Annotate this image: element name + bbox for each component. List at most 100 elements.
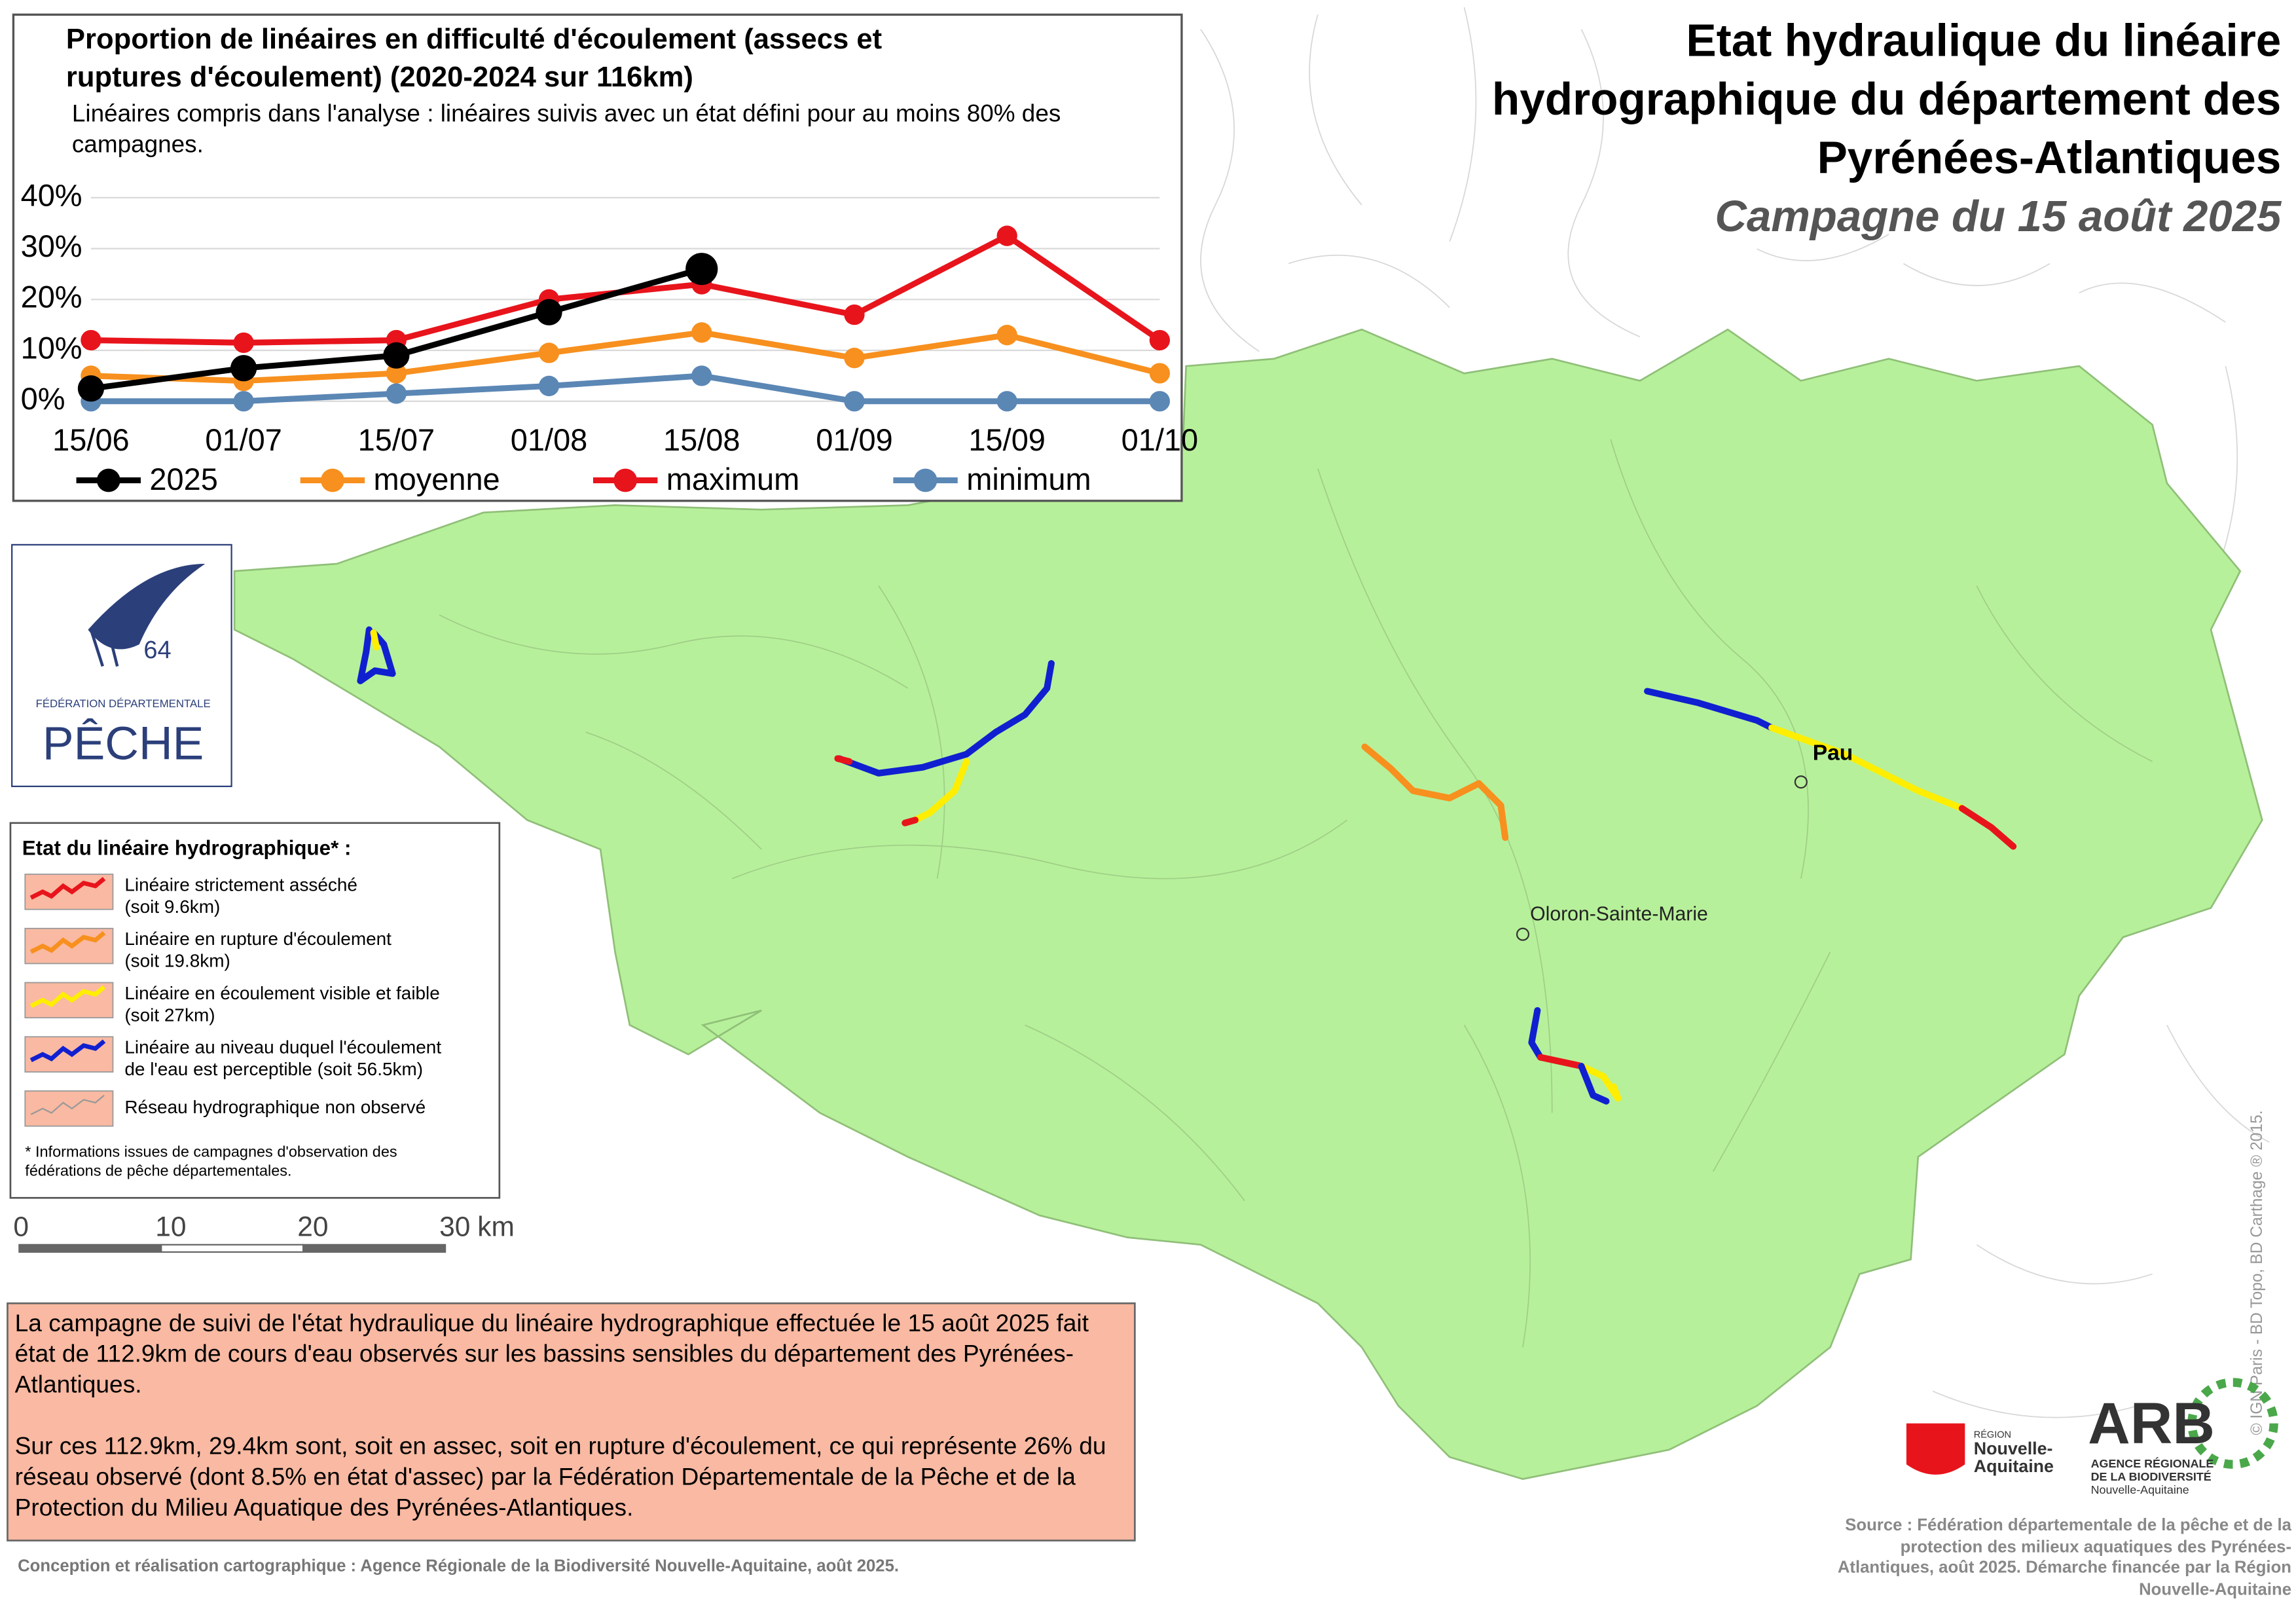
region-logo-label: RÉGION: [1974, 1429, 2011, 1440]
data-point: [685, 253, 718, 286]
river-segment: [1528, 1006, 1544, 1061]
arb-logo-caption: DE LA BIODIVERSITÉ: [2091, 1469, 2212, 1483]
river-segment: [1361, 743, 1509, 841]
river-segment: [370, 629, 380, 651]
summary-box: [7, 1302, 1136, 1541]
legend-note: * Informations issues de campagnes d'obs…: [25, 1143, 397, 1181]
source-text: Source : Fédération départementale de la…: [1837, 1517, 2292, 1598]
data-point: [233, 332, 254, 354]
river-segment: [834, 755, 853, 765]
river-segment: [1644, 688, 1776, 731]
scale-tick-label: 10: [155, 1211, 186, 1242]
peche-logo-number: 64: [143, 637, 171, 664]
legend-swatch-line: [29, 877, 106, 900]
legend-label: maximum: [666, 462, 799, 496]
credits: Conception et réalisation cartographique…: [18, 1557, 899, 1576]
scale-segment: [302, 1244, 446, 1253]
legend-detail: (soit 19.8km): [124, 951, 230, 971]
data-point: [538, 375, 560, 397]
data-point: [538, 342, 560, 363]
legend-swatch-line: [29, 931, 106, 954]
legend-title: Etat du linéaire hydrographique* :: [22, 836, 352, 859]
summary-paragraph: La campagne de suivi de l'état hydrauliq…: [14, 1309, 1089, 1399]
legend-marker: [613, 468, 638, 492]
scale-tick-label: 30: [439, 1211, 470, 1242]
series-line: [90, 373, 1160, 405]
legend-swatch-line: [29, 985, 106, 1008]
scale-segment: [18, 1244, 162, 1253]
legend-marker: [321, 468, 344, 492]
region-logo-shield: [1906, 1423, 1965, 1475]
y-tick-label: 10%: [21, 330, 82, 365]
data-point: [844, 391, 865, 412]
source-box: Source : Fédération départementale de la…: [1837, 1517, 2292, 1598]
data-point: [386, 363, 407, 384]
x-tick-label: 01/09: [816, 422, 893, 457]
data-point: [1149, 329, 1171, 351]
data-point: [230, 355, 257, 382]
peche-logo-frame: [11, 544, 232, 787]
map-title-line: Pyrénées-Atlantiques: [1817, 132, 2282, 183]
peche-logo-caption: FÉDÉRATION DÉPARTEMENTALE: [36, 697, 211, 710]
x-tick-label: 15/07: [358, 422, 435, 457]
legend-detail: de l'eau est perceptible (soit 56.5km): [124, 1059, 423, 1079]
river-segment: [357, 626, 396, 684]
y-tick-label: 30%: [21, 229, 82, 263]
river-segment: [1768, 724, 1965, 812]
y-tick-label: 20%: [21, 280, 82, 314]
region-logo-label: Aquitaine: [1974, 1456, 2054, 1476]
legend-label: moyenne: [374, 462, 500, 496]
river-segment: [1537, 1054, 1585, 1070]
summary-paragraph: Sur ces 112.9km, 29.4km sont, soit en as…: [14, 1432, 1106, 1522]
x-tick-label: 01/10: [1121, 422, 1199, 457]
data-point: [691, 365, 712, 386]
city-marker: [1516, 927, 1530, 941]
legend-swatch-line: [29, 1039, 106, 1063]
y-tick-label: 40%: [21, 177, 82, 212]
chart-subtitle-box: Linéaires compris dans l'analyse : linéa…: [71, 101, 1061, 158]
data-point: [536, 299, 562, 325]
legend-swatch-line: [30, 1094, 105, 1115]
river-segment: [911, 758, 970, 824]
data-point: [691, 322, 712, 343]
data-point: [81, 329, 101, 351]
arb-logo-caption: AGENCE RÉGIONALE: [2091, 1456, 2214, 1470]
x-tick-label: 01/07: [205, 422, 282, 457]
region-logo-label: Nouvelle-: [1974, 1439, 2053, 1458]
x-tick-label: 15/06: [52, 422, 129, 457]
legend-label: minimum: [966, 462, 1091, 496]
scale-tick-label: 20: [297, 1211, 328, 1242]
river-segment: [902, 817, 919, 826]
data-point: [844, 348, 865, 369]
legend-swatch: [24, 1090, 114, 1127]
river-lines: [439, 439, 2153, 1348]
peche-logo-reeds: [89, 629, 119, 667]
copyright: © IGN Paris - BD Topo, BD Carthage ® 201…: [2248, 1110, 2266, 1435]
legend-label: 2025: [149, 462, 217, 496]
scale-bar: 0 10 20 30 km: [13, 1211, 515, 1253]
data-point: [233, 391, 254, 412]
city-label: Pau: [1813, 741, 1853, 766]
map-title-line: hydrographique du département des: [1492, 73, 2281, 124]
data-point: [77, 375, 105, 402]
scale-unit: km: [477, 1211, 515, 1242]
chart: 0% 10% 20% 30% 40% 15/06 01/07 15/07 01/08 15/08 0…: [21, 177, 1199, 496]
legend: Linéaire strictement asséché(soit 9.6km)…: [24, 874, 441, 1127]
department-area: [233, 328, 2263, 1480]
data-point: [1149, 363, 1171, 384]
river-segment: [835, 659, 1055, 777]
data-point: [996, 391, 1017, 412]
legend-label: Linéaire en rupture d'écoulement: [124, 929, 392, 949]
observed-rivers: [357, 626, 2017, 1105]
legend-label: Réseau hydrographique non observé: [124, 1097, 426, 1117]
data-point: [1149, 391, 1171, 412]
series-line: [90, 329, 1161, 384]
river-segment: [1578, 1062, 1610, 1105]
chart-subtitle: Linéaires compris dans l'analyse : linéa…: [71, 101, 1061, 158]
y-tick-label: 0%: [21, 381, 65, 416]
chart-title-box: Proportion de linéaires en difficulté d'…: [66, 24, 882, 94]
x-tick-label: 15/09: [968, 422, 1046, 457]
legend-label: Linéaire au niveau duquel l'écoulement: [124, 1037, 441, 1058]
